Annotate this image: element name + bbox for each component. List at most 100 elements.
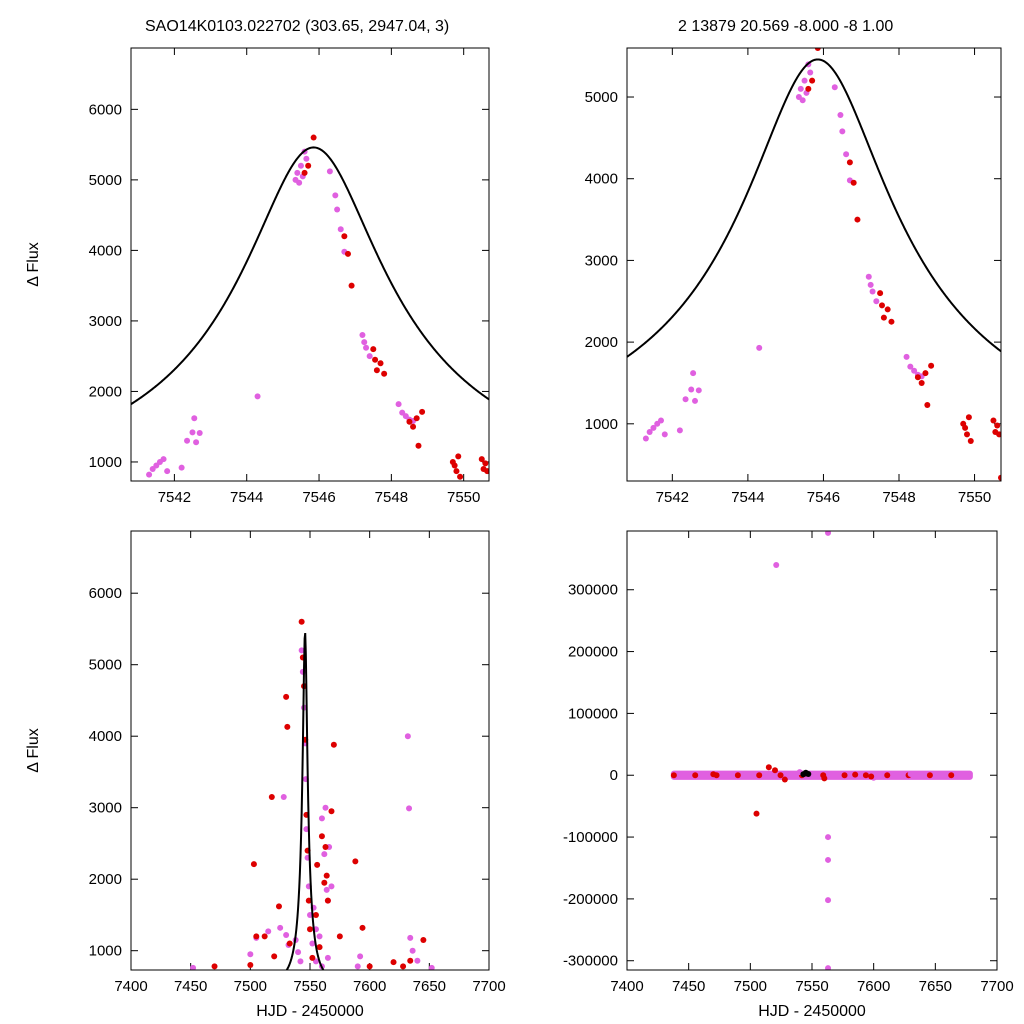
x-tick-label: 7546 [302, 489, 335, 506]
data-point [193, 439, 200, 446]
x-tick-label: 7548 [375, 489, 408, 506]
data-point [756, 344, 763, 351]
model-curve [627, 58, 1001, 358]
data-point [275, 903, 282, 910]
x-tick-label: 7550 [795, 978, 828, 995]
data-point [846, 159, 853, 166]
data-point [336, 933, 343, 940]
data-point [359, 332, 366, 339]
y-axis-label: Δ Flux [25, 728, 42, 772]
data-point [809, 77, 816, 84]
data-point [825, 531, 832, 536]
data-point [404, 733, 411, 740]
x-axis-label: HJD - 2450000 [758, 1003, 866, 1020]
data-point [994, 422, 1001, 429]
data-point [907, 363, 914, 370]
data-point [189, 429, 196, 436]
y-tick-label: 3000 [89, 800, 122, 817]
data-point [296, 179, 303, 186]
data-point [773, 562, 780, 569]
data-point [280, 793, 287, 800]
data-point [305, 162, 312, 169]
x-tick-label: 7700 [980, 978, 1013, 995]
data-point [839, 128, 846, 135]
data-point [328, 883, 335, 890]
data-point [406, 418, 413, 425]
y-tick-label: 6000 [89, 101, 122, 118]
data-point [646, 428, 653, 435]
data-point [753, 810, 760, 817]
data-point [373, 367, 380, 374]
x-tick-label: 7700 [472, 978, 505, 995]
data-point [914, 374, 921, 381]
data-point [862, 772, 869, 779]
data-point [478, 456, 485, 463]
data-point [642, 435, 649, 442]
plot-frame [130, 47, 490, 482]
data-point [321, 851, 328, 858]
data-point [407, 957, 414, 964]
data-point [261, 933, 268, 940]
data-point [332, 192, 339, 199]
data-point [772, 767, 778, 774]
data-point [922, 370, 929, 377]
y-tick-label: 5000 [585, 89, 618, 106]
model-curve [285, 632, 325, 970]
data-point [268, 793, 275, 800]
data-point [682, 396, 689, 403]
data-point [307, 926, 313, 933]
data-point [323, 872, 330, 879]
data-point [865, 273, 872, 280]
data-point [322, 804, 329, 811]
data-point [419, 408, 426, 415]
data-point [409, 947, 416, 954]
data-point [650, 424, 657, 431]
data-point [825, 856, 832, 863]
y-tick-label: 200000 [568, 644, 618, 661]
data-point [164, 468, 171, 475]
data-point [318, 833, 325, 840]
data-point [843, 151, 850, 158]
data-point [734, 772, 741, 779]
data-point [451, 462, 458, 469]
data-point [756, 772, 763, 779]
panel-bottom-left: 7400 7450 7500 7550 7600 7650 7700 1000 2000 3000… [25, 530, 506, 1020]
data-point [918, 379, 925, 386]
x-tick-label: 7650 [919, 978, 952, 995]
data-point [695, 387, 702, 394]
data-point [825, 834, 832, 841]
data-point [777, 772, 784, 779]
data-point [967, 437, 974, 444]
data-point [964, 431, 970, 438]
data-point [873, 298, 880, 305]
y-tick-label: 2000 [89, 871, 122, 888]
data-point [799, 97, 806, 104]
x-tick-label: 7600 [857, 978, 890, 995]
data-point [800, 771, 807, 778]
data-point [688, 386, 695, 393]
data-point [765, 764, 772, 771]
x-tick-label: 7542 [656, 489, 689, 506]
data-point [801, 77, 808, 84]
y-tick-label: 1000 [89, 454, 122, 471]
data-point [911, 367, 918, 374]
data-point [676, 427, 683, 434]
y-tick-label: 5000 [89, 172, 122, 189]
data-point [797, 85, 804, 92]
data-point [178, 464, 185, 471]
data-point [410, 423, 417, 430]
y-tick-label: 4000 [89, 242, 122, 259]
data-point [301, 169, 308, 176]
data-point [831, 84, 838, 91]
x-tick-label: 7500 [234, 978, 267, 995]
plot-frame [130, 530, 490, 971]
data-point [354, 963, 361, 970]
data-point [322, 844, 329, 851]
panel-bottom-right: 7400 7450 7500 7550 7600 7650 7700 -300000 -2000… [563, 530, 1014, 1020]
data-point [303, 155, 310, 162]
data-point [309, 940, 316, 947]
data-point [948, 772, 955, 779]
plot-area [190, 618, 435, 970]
data-point [869, 288, 876, 295]
x-tick-label: 7550 [447, 489, 480, 506]
